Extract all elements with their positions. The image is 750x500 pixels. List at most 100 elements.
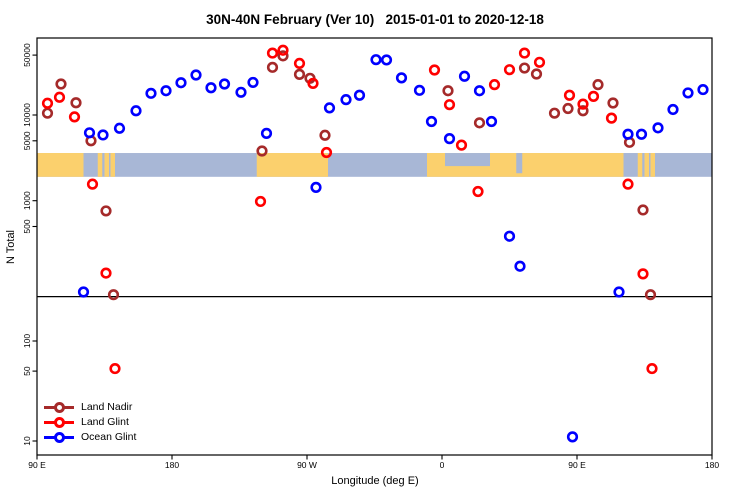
data-point-land-glint [533, 56, 546, 68]
data-point-land-glint [646, 362, 658, 375]
y-tick-label: 50000 [22, 43, 32, 67]
data-point-land-glint [293, 57, 306, 70]
data-point-land-nadir [548, 107, 561, 119]
data-point-land-nadir [319, 129, 331, 141]
data-point-land-nadir [442, 85, 454, 97]
map-band-land [644, 153, 649, 177]
data-point-land-nadir [644, 289, 657, 301]
data-point-ocean-glint [235, 86, 247, 98]
data-point-ocean-glint [473, 85, 486, 97]
data-point-ocean-glint [190, 69, 202, 81]
map-band-land [650, 153, 655, 177]
data-point-land-glint [488, 79, 501, 91]
data-point-land-nadir [293, 68, 306, 80]
data-point-land-glint [428, 64, 441, 76]
y-tick-label: 500 [22, 219, 32, 233]
data-point-land-nadir [607, 97, 619, 109]
data-point-land-nadir [473, 117, 486, 129]
data-point-ocean-glint [310, 181, 322, 193]
map-band-sea-patch [516, 153, 523, 174]
x-tick-label: 180 [165, 460, 179, 470]
data-point-land-nadir [55, 78, 67, 90]
map-band-land [104, 153, 109, 177]
data-point-land-nadir [70, 97, 82, 109]
data-point-land-nadir [530, 68, 543, 80]
map-band-sea-patch [445, 153, 490, 167]
legend-marker-icon [44, 402, 74, 413]
map-band-land [37, 153, 84, 177]
map-band-land [110, 153, 115, 177]
x-tick-label: 90 W [297, 460, 317, 470]
data-point-land-glint [503, 64, 516, 76]
data-point-ocean-glint [413, 84, 426, 96]
data-point-ocean-glint [145, 87, 157, 99]
data-point-land-glint [622, 178, 634, 190]
data-point-land-glint [577, 98, 589, 110]
map-band-land [97, 153, 103, 177]
data-point-ocean-glint [130, 105, 142, 117]
data-point-land-glint [109, 362, 121, 375]
data-point-ocean-glint [218, 78, 231, 90]
data-point-land-nadir [277, 50, 289, 62]
legend-marker-icon [44, 432, 74, 443]
data-point-ocean-glint [97, 129, 109, 141]
x-tick-label: 90 E [28, 460, 46, 470]
data-point-ocean-glint [667, 103, 679, 116]
x-axis-label: Longitude (deg E) [331, 475, 419, 487]
data-point-land-glint [563, 89, 576, 101]
legend-label: Land Nadir [81, 401, 133, 413]
data-point-land-glint [587, 90, 600, 102]
y-tick-label: 10000 [22, 103, 32, 127]
data-point-land-glint [41, 97, 54, 109]
data-point-land-glint [605, 112, 618, 124]
data-point-land-glint [307, 77, 319, 89]
legend-item-ocean-glint: Ocean Glint [44, 430, 136, 445]
data-point-ocean-glint [340, 94, 352, 106]
legend-item-land-glint: Land Glint [44, 415, 136, 430]
data-point-land-glint [100, 267, 112, 279]
data-point-land-nadir [637, 204, 649, 216]
data-point-land-nadir [107, 289, 120, 301]
data-point-ocean-glint [113, 122, 126, 134]
data-point-land-glint [518, 47, 531, 59]
data-point-land-glint [472, 185, 484, 198]
map-band-land [256, 153, 328, 177]
data-point-ocean-glint [370, 54, 382, 66]
y-tick-label: 1000 [22, 191, 32, 210]
data-point-ocean-glint [485, 115, 498, 128]
legend-label: Ocean Glint [81, 431, 137, 443]
data-point-land-glint [68, 111, 81, 123]
data-point-ocean-glint [380, 54, 393, 66]
data-point-ocean-glint [613, 286, 625, 298]
y-tick-label: 50 [22, 366, 32, 376]
data-point-land-nadir [562, 102, 574, 115]
data-point-ocean-glint [83, 127, 96, 139]
y-tick-label: 10 [22, 436, 32, 446]
data-point-ocean-glint [682, 87, 694, 99]
legend: Land Nadir Land Glint Ocean Glint [44, 400, 136, 445]
data-point-ocean-glint [514, 260, 526, 272]
data-point-land-glint [455, 139, 468, 151]
data-point-land-nadir [256, 145, 268, 157]
data-point-land-nadir [100, 205, 112, 217]
data-point-ocean-glint [443, 133, 456, 145]
data-point-ocean-glint [503, 230, 516, 242]
legend-label: Land Glint [81, 416, 129, 428]
data-point-ocean-glint [353, 89, 366, 101]
data-point-land-glint [86, 178, 99, 190]
y-axis-label: N Total [5, 229, 17, 265]
data-point-ocean-glint [77, 286, 90, 298]
data-point-ocean-glint [425, 115, 438, 128]
data-point-land-glint [637, 268, 649, 280]
data-point-land-nadir [577, 105, 589, 117]
y-tick-label: 100 [22, 334, 32, 348]
data-point-ocean-glint [395, 72, 408, 84]
data-point-ocean-glint [635, 128, 648, 140]
data-point-land-nadir [266, 61, 279, 73]
data-point-land-glint [277, 44, 289, 56]
x-tick-label: 90 E [568, 460, 586, 470]
data-point-ocean-glint [175, 77, 187, 89]
data-point-ocean-glint [566, 431, 579, 443]
